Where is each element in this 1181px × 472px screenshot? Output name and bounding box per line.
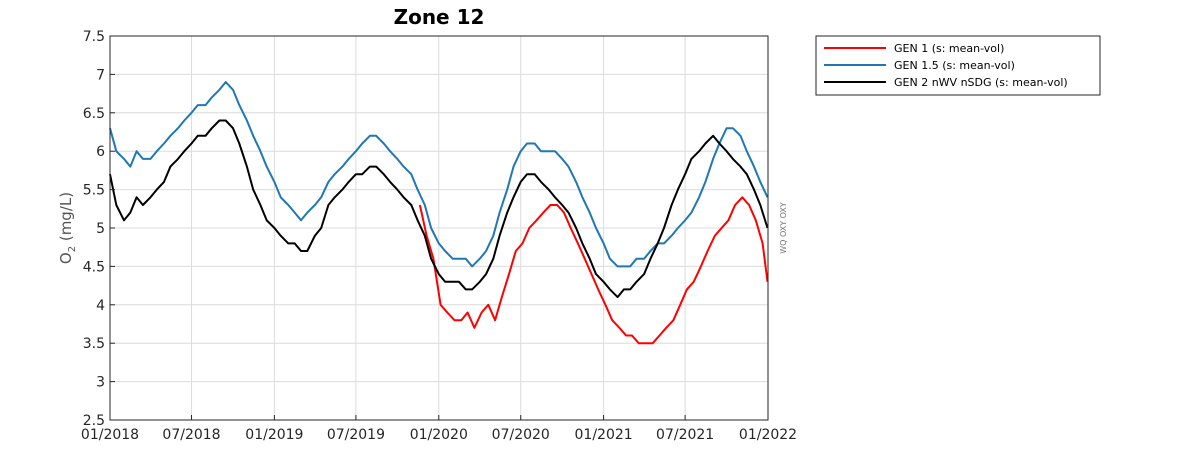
y-axis-label-unit: (mg/L) — [57, 192, 75, 246]
y-tick-label: 6.5 — [83, 106, 105, 122]
x-tick-label: 07/2018 — [162, 427, 220, 443]
legend: GEN 1 (s: mean-vol) GEN 1.5 (s: mean-vol… — [815, 35, 1101, 96]
chart-title: Zone 12 — [394, 5, 485, 29]
legend-label-gen1: GEN 1 (s: mean-vol) — [894, 42, 1004, 55]
y-tick-label: 5 — [96, 221, 105, 237]
y-tick-label: 3 — [96, 375, 105, 391]
x-axis-ticks: 01/2018 07/2018 01/2019 07/2019 01/2020 07/20… — [81, 415, 797, 443]
side-label: WQ OXY OXY — [779, 202, 788, 254]
y-tick-label: 6 — [96, 144, 105, 160]
series-layer — [109, 81, 769, 345]
y-axis-label: O2 (mg/L) — [57, 192, 78, 264]
y-tick-label: 7 — [96, 67, 105, 83]
y-axis-ticks: 2.5 3 3.5 4 4.5 5 5.5 6 6.5 7 7.5 — [83, 29, 115, 429]
y-axis-label-sub: 2 — [67, 246, 78, 252]
y-tick-label: 4.5 — [83, 259, 105, 275]
y-tick-label: 4 — [96, 298, 105, 314]
x-tick-label: 01/2022 — [739, 427, 797, 443]
x-tick-label: 07/2021 — [656, 427, 714, 443]
y-tick-label: 7.5 — [83, 29, 105, 45]
series-line-2 — [109, 119, 769, 299]
y-tick-label: 3.5 — [83, 336, 105, 352]
y-tick-label: 2.5 — [83, 413, 105, 429]
y-tick-label: 5.5 — [83, 183, 105, 199]
x-tick-label: 01/2020 — [410, 427, 468, 443]
legend-label-gen15: GEN 1.5 (s: mean-vol) — [894, 59, 1015, 72]
y-axis-label-main: O — [57, 252, 75, 264]
x-tick-label: 01/2021 — [575, 427, 633, 443]
x-tick-label: 07/2019 — [327, 427, 385, 443]
series-line-0 — [418, 196, 769, 345]
x-tick-label: 01/2019 — [245, 427, 303, 443]
x-tick-label: 07/2020 — [492, 427, 550, 443]
x-tick-label: 01/2018 — [81, 427, 139, 443]
legend-label-gen2: GEN 2 nWV nSDG (s: mean-vol) — [894, 76, 1068, 89]
